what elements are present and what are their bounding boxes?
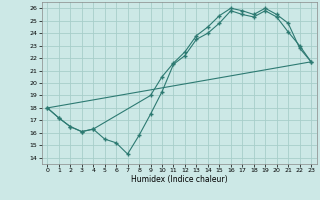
X-axis label: Humidex (Indice chaleur): Humidex (Indice chaleur) (131, 175, 228, 184)
